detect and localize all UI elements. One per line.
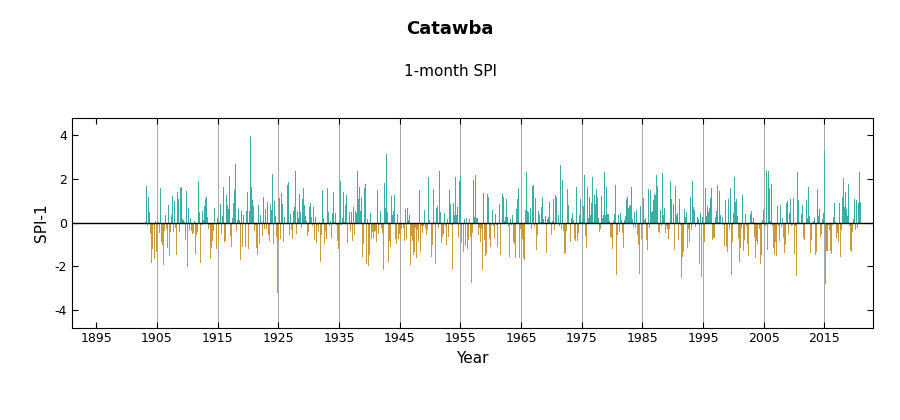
X-axis label: Year: Year: [456, 351, 489, 366]
Text: Catawba: Catawba: [406, 21, 494, 38]
Text: 1-month SPI: 1-month SPI: [403, 64, 497, 79]
Y-axis label: SPI-1: SPI-1: [34, 203, 50, 242]
